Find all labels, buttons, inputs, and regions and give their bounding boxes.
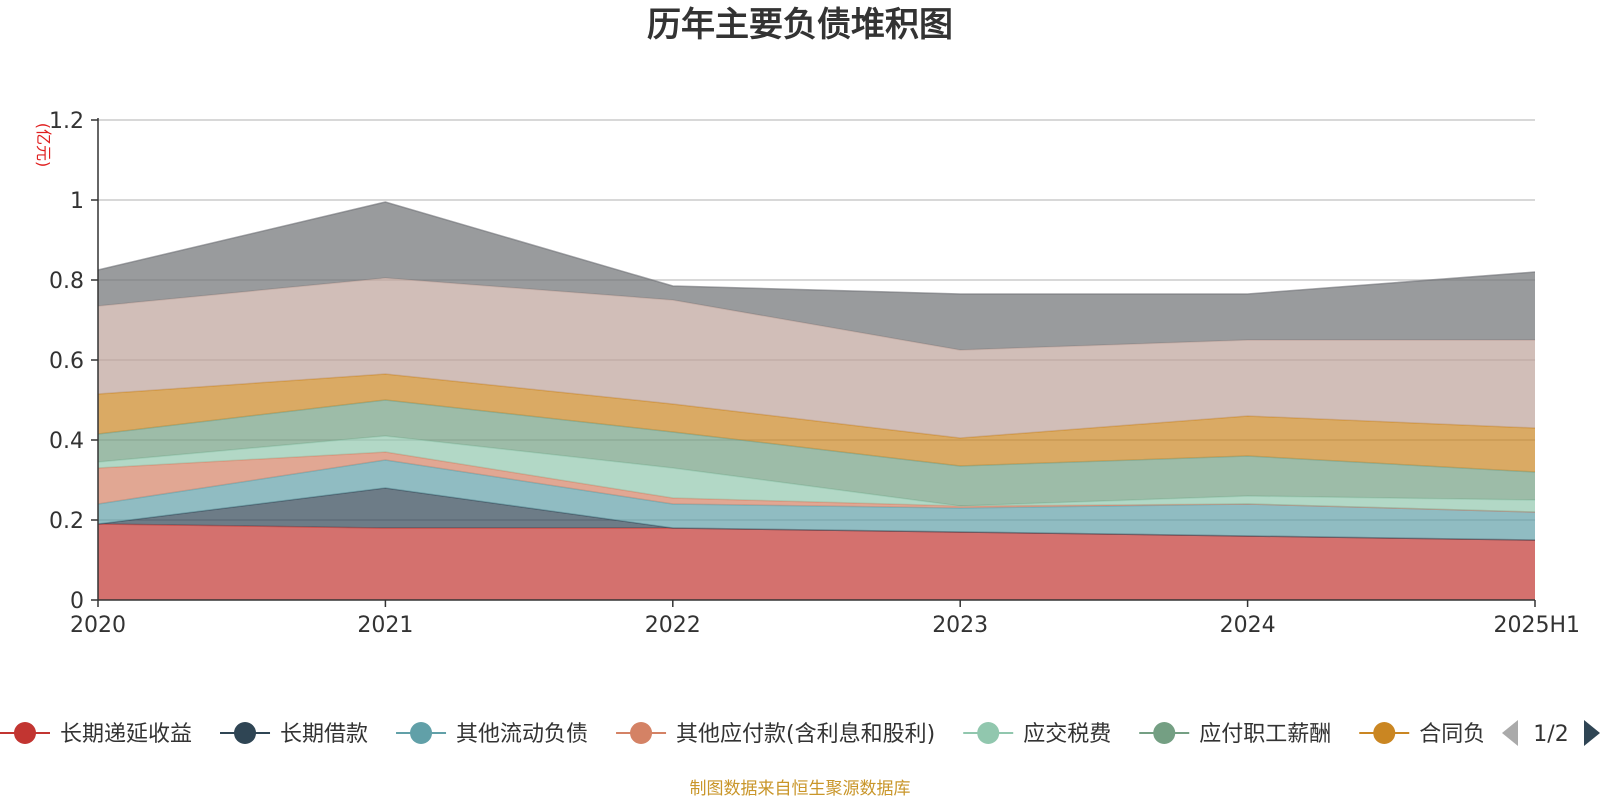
y-tick-label: 0 <box>70 589 84 614</box>
area-其他应付款(含利息和股利)[interactable] <box>98 452 1535 512</box>
legend-marker-icon <box>1153 722 1176 744</box>
legend-item[interactable]: 合同负债 <box>1359 722 1507 747</box>
area-应付账款[interactable] <box>98 278 1535 438</box>
legend-marker-icon <box>234 722 257 744</box>
y-tick-label: 0.2 <box>49 509 84 534</box>
x-tick-label: 2022 <box>645 613 701 638</box>
x-tick-label: 2024 <box>1220 613 1276 638</box>
legend-label: 应交税费 <box>1023 722 1111 747</box>
area-应交税费[interactable] <box>98 436 1535 512</box>
y-tick-label: 0.4 <box>49 429 84 454</box>
y-tick-label: 0.6 <box>49 349 84 374</box>
x-tick-label: 2025H1 <box>1493 613 1580 638</box>
axes: 0 0.2 0.4 0.6 0.8 1 1.2 2020 2021 2022 2023 2024 202… <box>49 109 1580 638</box>
legend-marker-icon <box>630 722 653 744</box>
area-合同负债[interactable] <box>98 374 1535 472</box>
legend-label: 合同负债 <box>1419 722 1507 747</box>
legend: 长期递延收益 长期借款 其他流动负债 其他应付款(含利息和股利) 应交税费 应付职工薪酬 合… <box>0 722 1507 747</box>
legend-item[interactable]: 应付职工薪酬 <box>1139 722 1331 747</box>
legend-label: 长期递延收益 <box>60 722 192 747</box>
legend-item[interactable]: 其他应付款(含利息和股利) <box>616 722 935 747</box>
y-tick-label: 1.2 <box>49 109 84 134</box>
area-应付票据[interactable] <box>98 202 1535 350</box>
area-应付职工薪酬[interactable] <box>98 400 1535 506</box>
legend-label: 其他应付款(含利息和股利) <box>676 722 935 747</box>
area-series <box>97 201 1536 600</box>
chart-title: 历年主要负债堆积图 <box>647 5 953 45</box>
legend-page-indicator: 1/2 <box>1533 722 1568 747</box>
legend-label: 长期借款 <box>280 722 368 747</box>
legend-marker-icon <box>410 722 433 744</box>
legend-marker-icon <box>1373 722 1396 744</box>
legend-marker-icon <box>14 722 36 744</box>
legend-next-icon[interactable] <box>1584 720 1600 746</box>
area-长期递延收益[interactable] <box>98 524 1535 600</box>
legend-label: 其他流动负债 <box>456 722 588 747</box>
y-tick-label: 0.8 <box>49 269 84 294</box>
series-line-应付票据 <box>97 201 1536 295</box>
legend-pager: 1/2 <box>1502 720 1600 747</box>
area-长期借款[interactable] <box>98 488 1535 540</box>
legend-item[interactable]: 其他流动负债 <box>396 722 588 747</box>
y-tick-label: 1 <box>70 189 84 214</box>
legend-marker-icon <box>977 722 1000 744</box>
x-tick-label: 2023 <box>932 613 988 638</box>
legend-label: 应付职工薪酬 <box>1199 722 1331 747</box>
data-source-note: 制图数据来自恒生聚源数据库 <box>690 779 911 799</box>
y-axis-unit: (亿元) <box>34 123 53 168</box>
x-tick-label: 2021 <box>357 613 413 638</box>
legend-item[interactable]: 长期递延收益 <box>0 722 192 747</box>
legend-prev-icon[interactable] <box>1502 720 1518 746</box>
x-tick-label: 2020 <box>70 613 126 638</box>
legend-item[interactable]: 应交税费 <box>963 722 1111 747</box>
legend-item[interactable]: 长期借款 <box>220 722 368 747</box>
area-其他流动负债[interactable] <box>98 460 1535 540</box>
